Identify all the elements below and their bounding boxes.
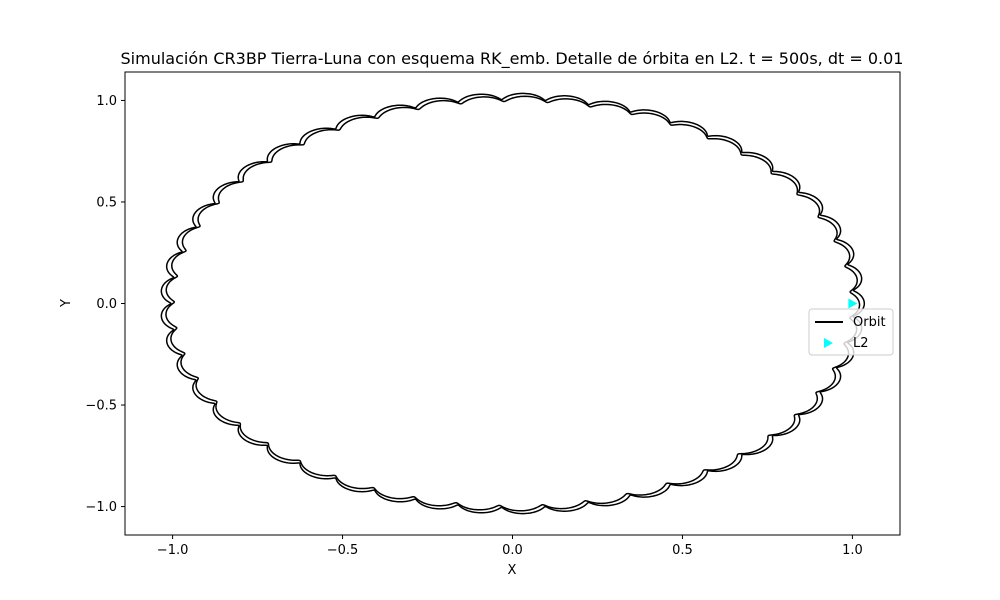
l2-series (848, 298, 858, 309)
orbit-series (160, 92, 866, 515)
y-tick-label: 1.0 (96, 94, 117, 109)
chart-title: Simulación CR3BP Tierra-Luna con esquema… (121, 49, 904, 69)
x-axis-label: X (508, 563, 517, 578)
y-axis: −1.0 −0.5 0.0 0.5 1.0 (85, 94, 125, 515)
legend-l2-marker (824, 338, 833, 348)
l2-marker (848, 298, 858, 309)
x-axis: −1.0 −0.5 0.0 0.5 1.0 (157, 535, 863, 558)
x-tick-label: 0.0 (502, 543, 523, 558)
y-tick-label: −0.5 (85, 399, 117, 414)
x-tick-label: −1.0 (157, 543, 189, 558)
y-tick-label: −1.0 (85, 500, 117, 515)
y-tick-label: 0.5 (96, 195, 117, 210)
x-tick-label: −0.5 (327, 543, 359, 558)
x-tick-label: 1.0 (842, 543, 863, 558)
orbit-line (160, 92, 866, 515)
plot-area (124, 71, 901, 536)
legend: Orbit L2 (808, 308, 894, 356)
legend-l2-label: L2 (853, 336, 869, 351)
y-axis-label: Y (59, 299, 74, 308)
y-tick-label: 0.0 (96, 297, 117, 312)
legend-orbit-label: Orbit (853, 315, 886, 330)
orbit-line (165, 95, 861, 512)
x-tick-label: 0.5 (672, 543, 693, 558)
